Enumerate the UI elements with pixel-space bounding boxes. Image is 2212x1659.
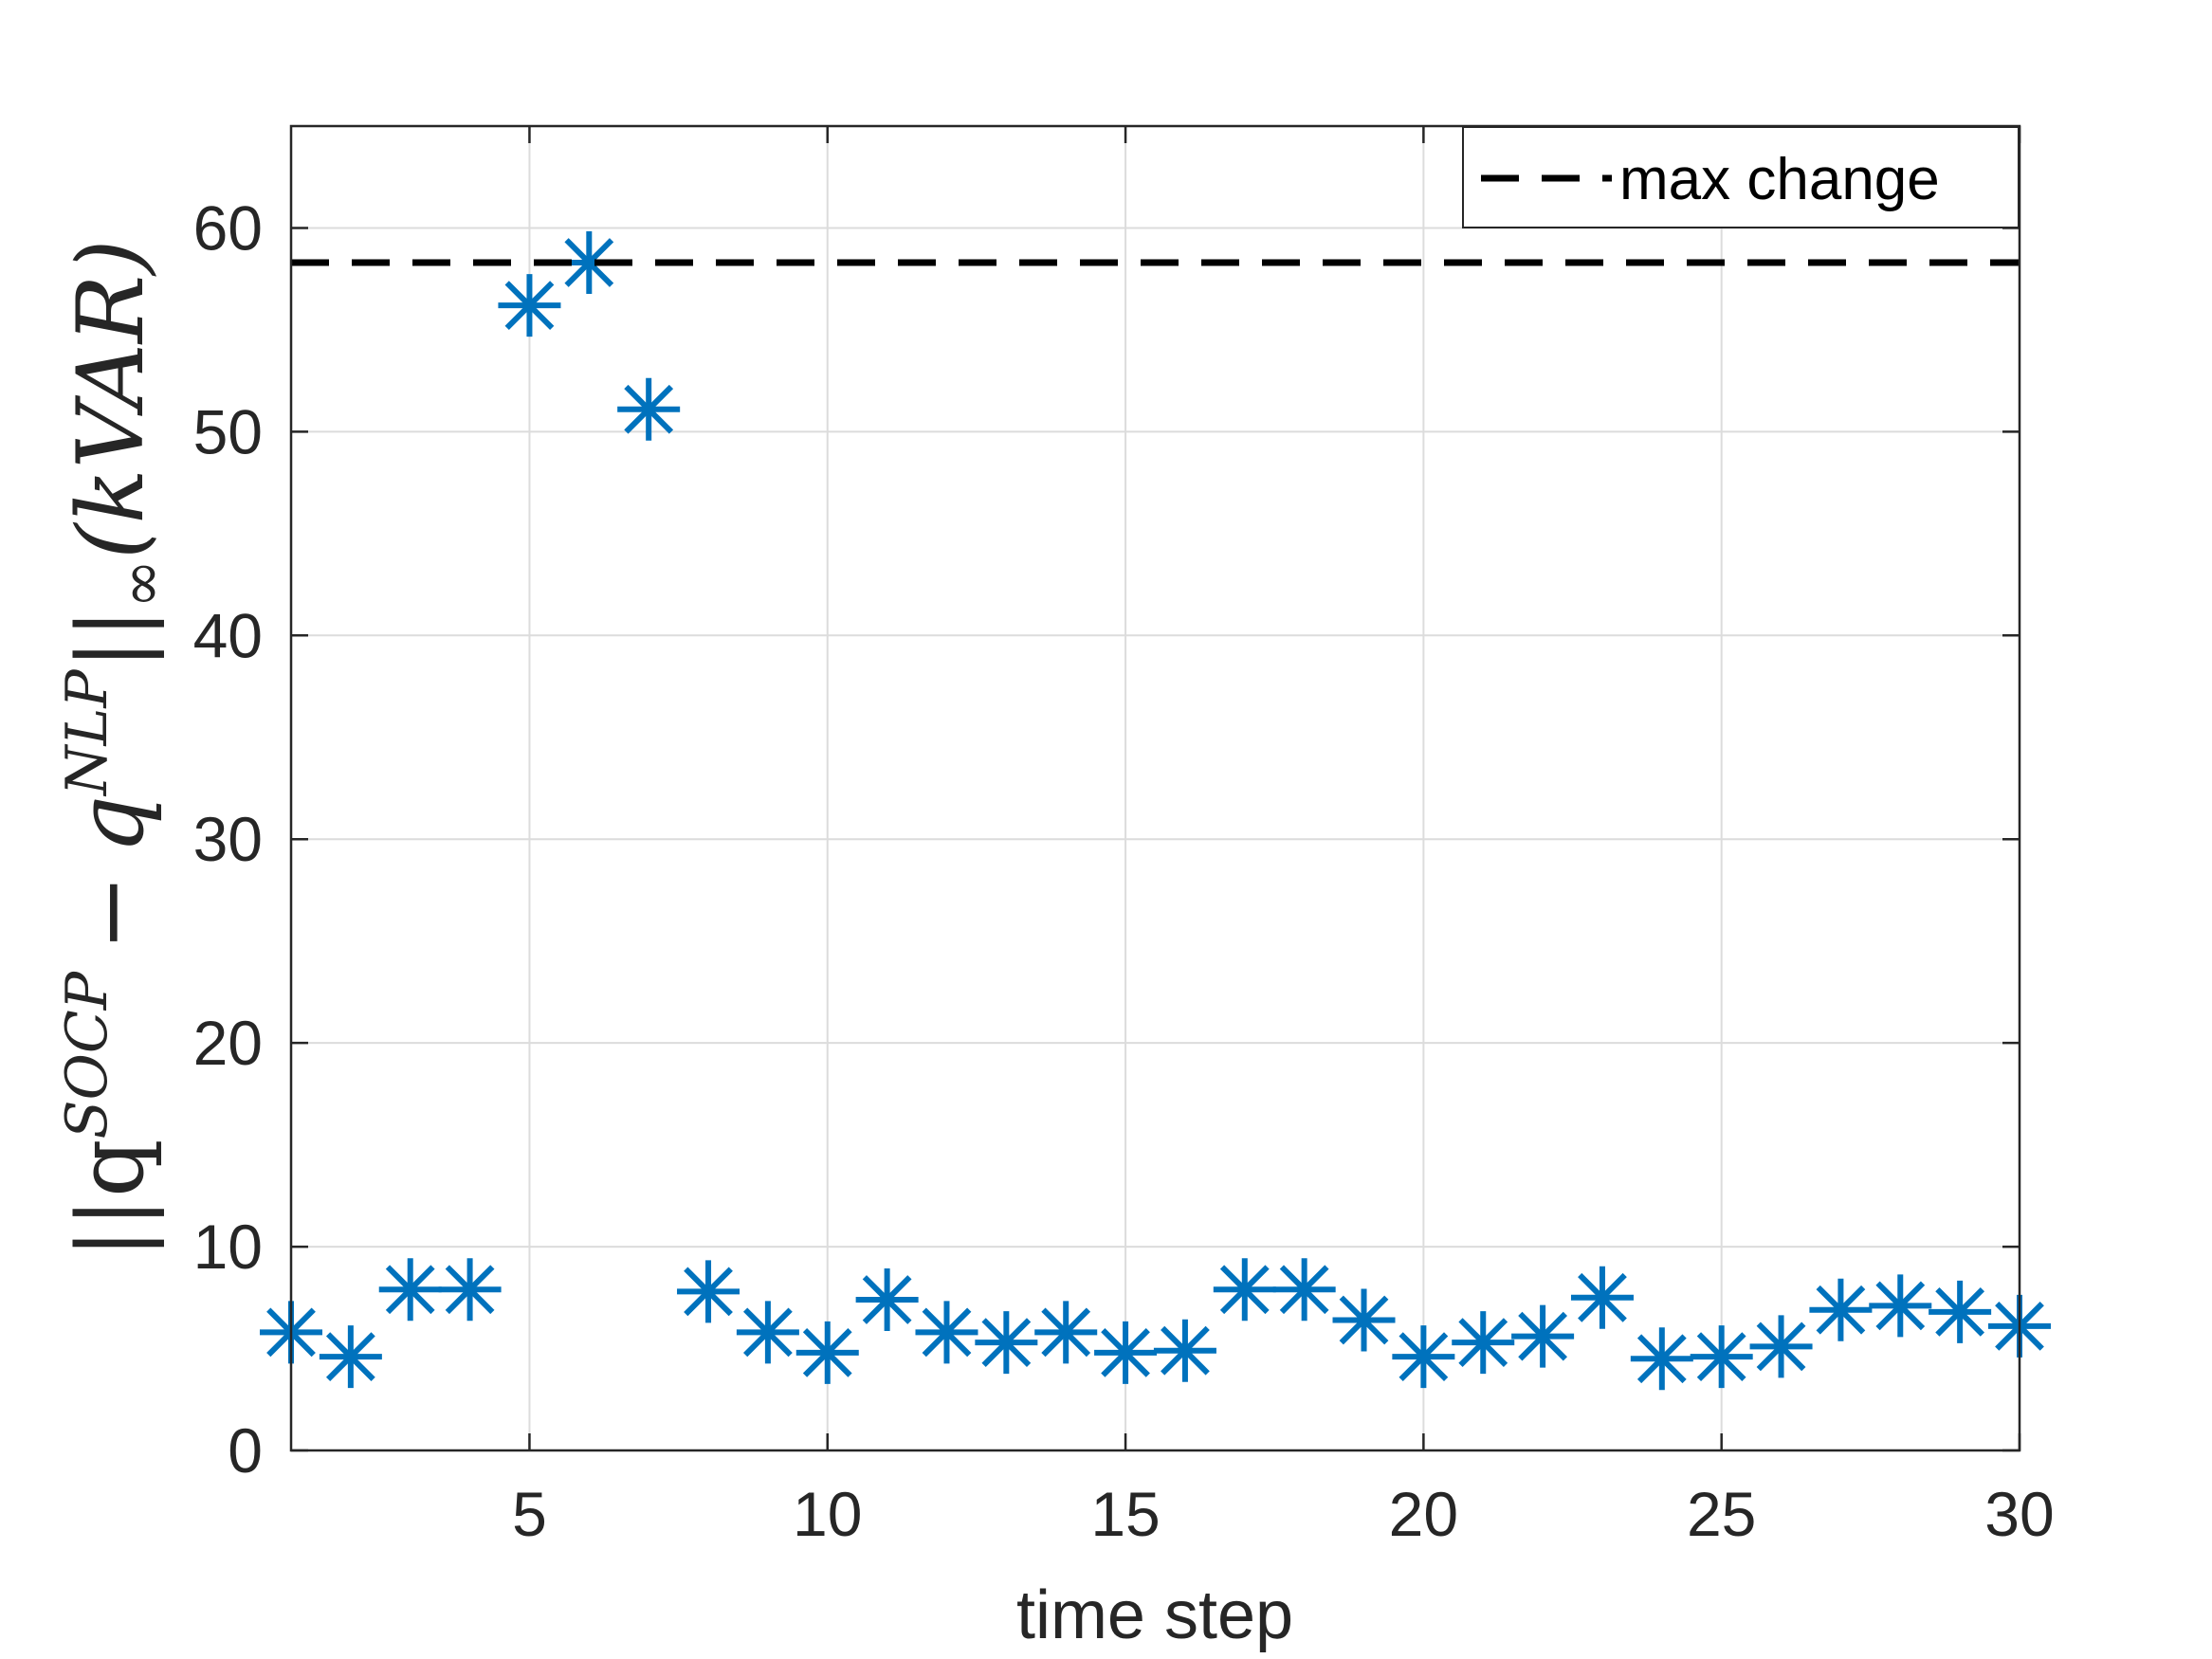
y-tick-label-0: 0 [228, 1415, 263, 1486]
data-point-asterisk [1272, 1258, 1336, 1322]
asterisk-stroke-d2 [1041, 1307, 1091, 1358]
y-tick-label-60: 60 [193, 192, 263, 263]
data-point-asterisk [1630, 1327, 1693, 1391]
y-label-sup-socp: SOCP [54, 970, 120, 1139]
data-point-asterisk [1809, 1278, 1873, 1341]
asterisk-stroke-d2 [1339, 1295, 1389, 1345]
data-point-asterisk [1094, 1321, 1158, 1384]
data-point-asterisk [1452, 1311, 1515, 1375]
data-point-asterisk [1511, 1304, 1575, 1368]
y-axis-label: ||qSOCP − qNLP||∞(kVAR) [54, 239, 175, 1258]
asterisk-stroke-d2 [1816, 1285, 1866, 1335]
data-point-asterisk [617, 377, 681, 441]
y-tick-label-10: 10 [193, 1212, 263, 1282]
data-point-asterisk [855, 1267, 919, 1331]
asterisk-stroke-d2 [1458, 1318, 1508, 1367]
x-tick-label-20: 20 [1389, 1479, 1458, 1549]
asterisk-stroke-d2 [1935, 1286, 1985, 1337]
asterisk-stroke-d2 [504, 281, 555, 331]
data-point-asterisk [378, 1258, 442, 1322]
svg-text:||qSOCP−qNLP||∞(kVAR): ||qSOCP − qNLP||∞(kVAR) [54, 239, 175, 1258]
data-point-asterisk [677, 1260, 740, 1323]
data-point-asterisk [1034, 1301, 1098, 1364]
data-point-asterisk [975, 1311, 1038, 1375]
asterisk-stroke-d2 [1875, 1281, 1926, 1331]
asterisk-stroke-d2 [445, 1265, 495, 1315]
data-point-asterisk [1213, 1258, 1276, 1322]
asterisk-stroke-d2 [1756, 1322, 1806, 1372]
y-tick-label-20: 20 [193, 1008, 263, 1078]
asterisk-stroke-d2 [1161, 1325, 1210, 1376]
data-point-asterisk [1570, 1266, 1634, 1329]
x-tick-label-5: 5 [512, 1479, 547, 1549]
data-point-asterisk [498, 274, 561, 337]
data-point-asterisk [1929, 1280, 1992, 1343]
data-point-asterisk [1690, 1325, 1753, 1389]
axes [289, 124, 2021, 1452]
y-tick-label-40: 40 [193, 600, 263, 670]
data-point-asterisk [795, 1321, 859, 1384]
y-label-sub-inf: ∞ [106, 559, 175, 609]
data-point-asterisk [1392, 1325, 1455, 1389]
y-label-unit: (kVAR) [58, 239, 164, 559]
y-tick-labels: 0 10 20 30 40 50 60 [193, 192, 263, 1486]
asterisk-stroke-d2 [325, 1332, 375, 1382]
asterisk-stroke-d2 [743, 1307, 793, 1358]
x-tick-label-10: 10 [793, 1479, 862, 1549]
asterisk-stroke-d2 [1518, 1311, 1567, 1361]
asterisk-stroke-d2 [1398, 1332, 1449, 1382]
data-point-asterisk [319, 1325, 382, 1389]
asterisk-stroke-d2 [1279, 1265, 1329, 1315]
asterisk-stroke-d2 [1219, 1265, 1270, 1315]
legend-label-max-change: max change [1619, 147, 1940, 212]
x-tick-label-15: 15 [1090, 1479, 1160, 1549]
asterisk-stroke-d2 [624, 384, 674, 434]
x-tick-labels: 5 10 15 20 25 30 [512, 1479, 2055, 1549]
y-label-norm-open: ||q [58, 1139, 164, 1258]
asterisk-stroke-d2 [385, 1265, 435, 1315]
asterisk-stroke-d2 [684, 1267, 733, 1317]
asterisk-stroke-d2 [981, 1318, 1032, 1367]
y-label-minus: − [58, 874, 164, 950]
data-point-asterisk [1869, 1274, 1932, 1338]
data-point-asterisk [1153, 1319, 1216, 1382]
asterisk-stroke-d2 [802, 1327, 852, 1377]
data-point-asterisk [1749, 1315, 1813, 1378]
y-tick-label-50: 50 [193, 396, 263, 466]
data-point-asterisk [915, 1301, 978, 1364]
asterisk-stroke-d2 [922, 1307, 972, 1358]
y-label-q: q [58, 795, 164, 853]
y-label-norm-close: || [58, 609, 164, 670]
x-tick-label-25: 25 [1687, 1479, 1756, 1549]
data-point-asterisk [438, 1258, 502, 1322]
asterisk-stroke-d2 [564, 238, 614, 287]
asterisk-stroke-d2 [862, 1275, 912, 1324]
data-point-asterisk [736, 1301, 799, 1364]
y-label-sup-nlp: NLP [54, 668, 120, 797]
data-point-asterisk [1332, 1288, 1396, 1352]
asterisk-stroke-d2 [1101, 1327, 1150, 1377]
y-tick-label-30: 30 [193, 804, 263, 874]
asterisk-stroke-d2 [1578, 1272, 1627, 1322]
asterisk-stroke-d2 [1696, 1332, 1746, 1382]
x-axis-label: time step [1016, 1577, 1293, 1653]
asterisk-stroke-d2 [1636, 1334, 1687, 1384]
data-series [260, 230, 2051, 1391]
legend: max change [1462, 126, 2020, 228]
plot-area-frame [289, 124, 2021, 1452]
x-tick-label-30: 30 [1984, 1479, 2054, 1549]
